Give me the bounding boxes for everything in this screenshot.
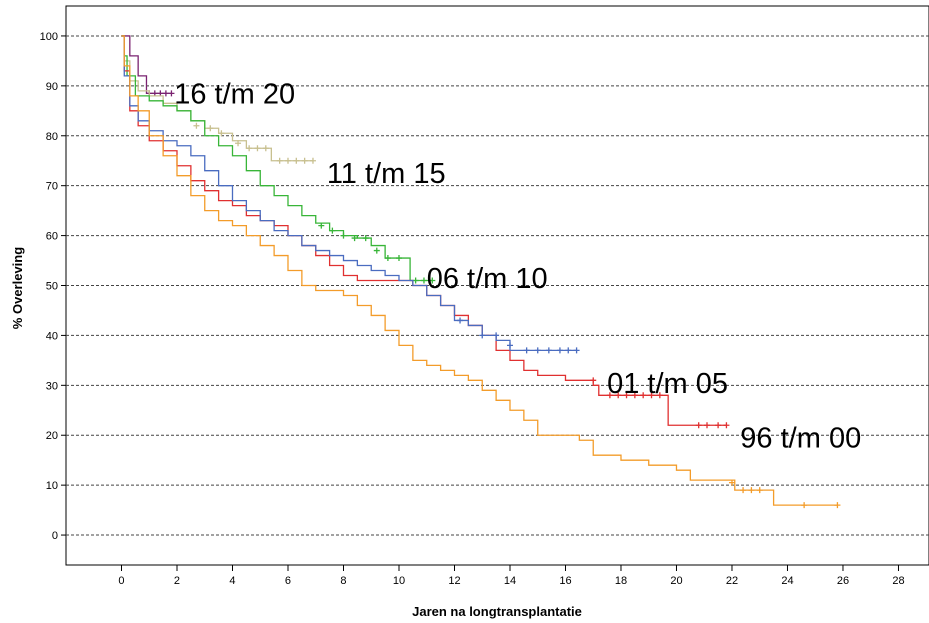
series-6	[121, 35, 841, 509]
x-tick-label: 18	[615, 575, 627, 587]
censor-mark	[235, 140, 242, 147]
x-tick-label: 12	[448, 575, 460, 587]
y-tick-label: 70	[46, 181, 58, 193]
censor-mark	[254, 145, 261, 152]
censor-mark	[309, 157, 316, 164]
censor-mark	[457, 317, 464, 324]
survival-curve	[121, 35, 838, 506]
censor-mark	[728, 479, 735, 486]
censor-mark	[506, 342, 513, 349]
censor-mark	[301, 157, 308, 164]
x-tick-label: 22	[726, 575, 738, 587]
censor-mark	[218, 130, 225, 137]
y-tick-label: 90	[46, 81, 58, 93]
censor-mark	[168, 90, 175, 97]
censor-mark	[395, 255, 402, 262]
x-tick-label: 0	[118, 575, 124, 587]
censor-mark	[429, 277, 436, 284]
series-5	[121, 35, 580, 354]
x-tick-label: 8	[340, 575, 346, 587]
censor-mark	[412, 277, 419, 284]
series-label: 96 t/m 00	[740, 423, 861, 455]
censor-mark	[373, 247, 380, 254]
censor-mark	[623, 392, 630, 399]
censor-mark	[246, 145, 253, 152]
censor-mark	[573, 347, 580, 354]
censor-mark	[748, 487, 755, 494]
censor-mark	[656, 392, 663, 399]
y-tick-label: 0	[52, 530, 58, 542]
x-tick-label: 16	[559, 575, 571, 587]
y-tick-label: 30	[46, 380, 58, 392]
censor-mark	[420, 277, 427, 284]
censor-mark	[351, 235, 358, 242]
censor-mark	[276, 157, 283, 164]
censor-mark	[207, 125, 214, 132]
x-tick-label: 28	[892, 575, 904, 587]
y-tick-label: 60	[46, 231, 58, 243]
x-tick-label: 26	[837, 575, 849, 587]
y-tick-label: 50	[46, 281, 58, 293]
y-axis: 0 10 20 30 40 50 60 70 80 90 100	[40, 31, 66, 542]
series-label: 90 t/m 95	[849, 498, 929, 530]
series-label: 06 t/m 10	[427, 263, 548, 295]
x-tick-label: 4	[229, 575, 235, 587]
censor-mark	[756, 487, 763, 494]
censor-mark	[534, 347, 541, 354]
censor-mark	[193, 122, 200, 129]
x-tick-label: 2	[174, 575, 180, 587]
censor-mark	[479, 332, 486, 339]
x-tick-label: 20	[670, 575, 682, 587]
censor-mark	[284, 157, 291, 164]
censor-mark	[606, 392, 613, 399]
series-labels: 16 t/m 20 11 t/m 15 06 t/m 10 01 t/m 05 96 t…	[174, 78, 929, 529]
censor-mark	[834, 502, 841, 509]
x-axis-title: Jaren na longtransplantatie	[412, 604, 582, 619]
censor-mark	[615, 392, 622, 399]
censor-mark	[631, 392, 638, 399]
y-tick-label: 20	[46, 430, 58, 442]
censor-mark	[493, 332, 500, 339]
x-tick-label: 10	[393, 575, 405, 587]
y-tick-label: 100	[40, 31, 58, 43]
censor-mark	[318, 222, 325, 229]
censor-mark	[648, 392, 655, 399]
x-axis: 0 2 4 6 8 10 12 14 16 18 20 22 24 26 28	[118, 565, 905, 587]
censor-mark	[545, 347, 552, 354]
series-label: 16 t/m 20	[174, 78, 295, 110]
censor-mark	[590, 377, 597, 384]
censor-mark	[704, 422, 711, 429]
y-tick-label: 10	[46, 480, 58, 492]
y-axis-title: % Overleving	[10, 247, 25, 329]
censor-mark	[695, 422, 702, 429]
series-label: 11 t/m 15	[327, 158, 446, 190]
series-3	[121, 35, 436, 284]
series-label: 01 t/m 05	[607, 368, 728, 400]
censor-mark	[340, 232, 347, 239]
y-tick-label: 40	[46, 330, 58, 342]
survival-curves	[121, 35, 841, 509]
censor-mark	[293, 157, 300, 164]
survival-curve	[121, 35, 433, 282]
censor-mark	[801, 502, 808, 509]
censor-mark	[162, 90, 169, 97]
censor-mark	[362, 235, 369, 242]
censor-mark	[565, 347, 572, 354]
censor-mark	[523, 347, 530, 354]
survival-curve	[121, 35, 577, 352]
censor-mark	[329, 227, 336, 234]
x-tick-label: 24	[781, 575, 793, 587]
censor-mark	[262, 145, 269, 152]
censor-mark	[640, 392, 647, 399]
censor-mark	[723, 422, 730, 429]
y-tick-label: 80	[46, 131, 58, 143]
x-tick-label: 14	[504, 575, 516, 587]
censor-mark	[384, 255, 391, 262]
censor-mark	[556, 347, 563, 354]
x-tick-label: 6	[285, 575, 291, 587]
censor-mark	[715, 422, 722, 429]
censor-mark	[740, 487, 747, 494]
